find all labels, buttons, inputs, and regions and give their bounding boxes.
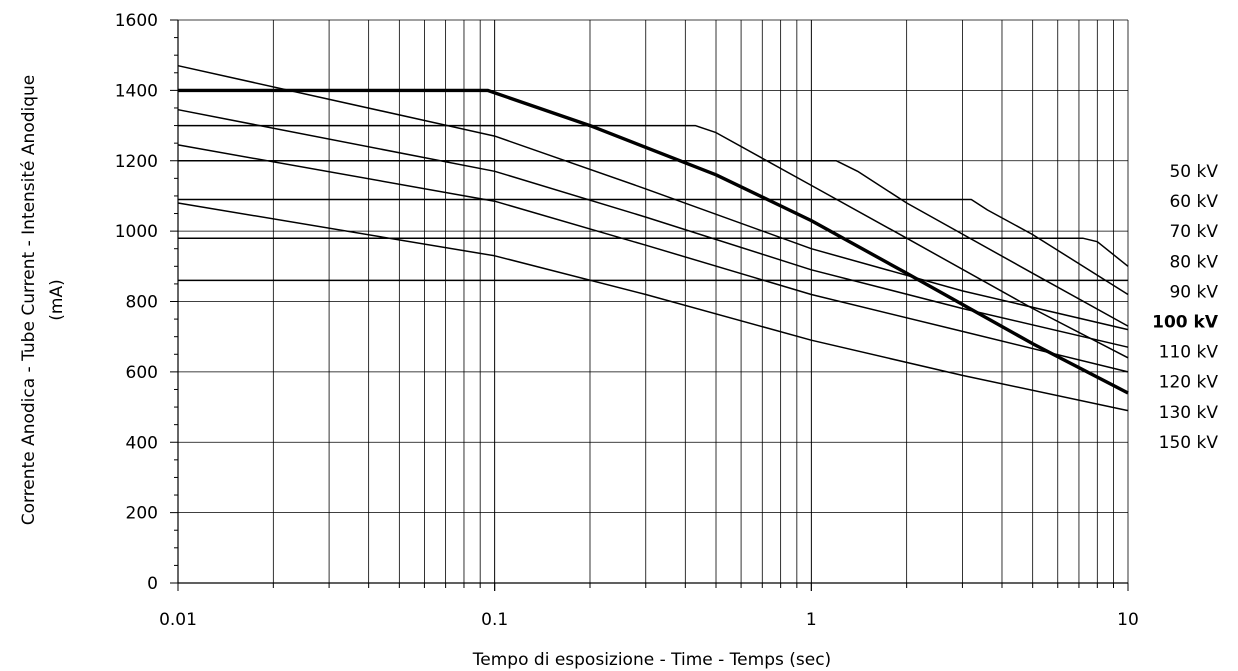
curves <box>177 64 1129 412</box>
legend-label: 100 kV <box>1152 313 1219 333</box>
axes <box>170 19 1129 591</box>
x-tick-label: 0.1 <box>481 610 508 630</box>
series-line-50-kv <box>177 64 1129 331</box>
y-tick-label: 1200 <box>115 152 158 172</box>
series-line-70-kv <box>177 144 1129 373</box>
legend-label: 70 kV <box>1169 222 1218 242</box>
legend-label: 120 kV <box>1159 373 1219 393</box>
legend-label: 80 kV <box>1169 252 1218 272</box>
tick-labels: 0 200 400 600 800 1000 1200 1400 1600 0.01 0.1 1 10 <box>115 11 1139 630</box>
y-tick-label: 400 <box>126 433 158 453</box>
legend-label: 50 kV <box>1169 162 1218 182</box>
y-axis-unit: (mA) <box>47 279 67 320</box>
series-line-120-kv <box>178 160 1129 327</box>
y-tick-label: 800 <box>126 293 158 313</box>
legend-label: 60 kV <box>1169 192 1218 212</box>
y-tick-label: 1400 <box>115 81 158 101</box>
y-axis-title: Corrente Anodica - Tube Current - Intens… <box>19 75 39 526</box>
legend-label: 130 kV <box>1159 403 1219 423</box>
x-tick-label: 10 <box>1117 610 1139 630</box>
y-tick-label: 1000 <box>115 222 158 242</box>
grid <box>177 19 1129 584</box>
series-line-80-kv <box>177 202 1129 412</box>
legend-label: 150 kV <box>1159 433 1219 453</box>
x-axis-title: Tempo di esposizione - Time - Temps (sec… <box>472 650 831 670</box>
legend-label: 110 kV <box>1159 343 1219 363</box>
legend: 50 kV 60 kV 70 kV 80 kV 90 kV 100 kV 110 kV 120… <box>1152 162 1219 453</box>
y-tick-label: 0 <box>147 574 158 594</box>
series-line-60-kv <box>177 108 1129 348</box>
legend-label: 90 kV <box>1169 282 1218 302</box>
series-line-130-kv <box>178 198 1129 296</box>
series-line-90-kv <box>178 237 1129 267</box>
x-tick-label: 1 <box>806 610 817 630</box>
y-tick-label: 1600 <box>115 11 158 31</box>
series-line-110-kv <box>178 124 1129 359</box>
y-tick-label: 600 <box>126 363 158 383</box>
y-tick-label: 200 <box>126 504 158 524</box>
series-line-100-kv <box>178 88 1129 395</box>
x-tick-label: 0.01 <box>159 610 197 630</box>
